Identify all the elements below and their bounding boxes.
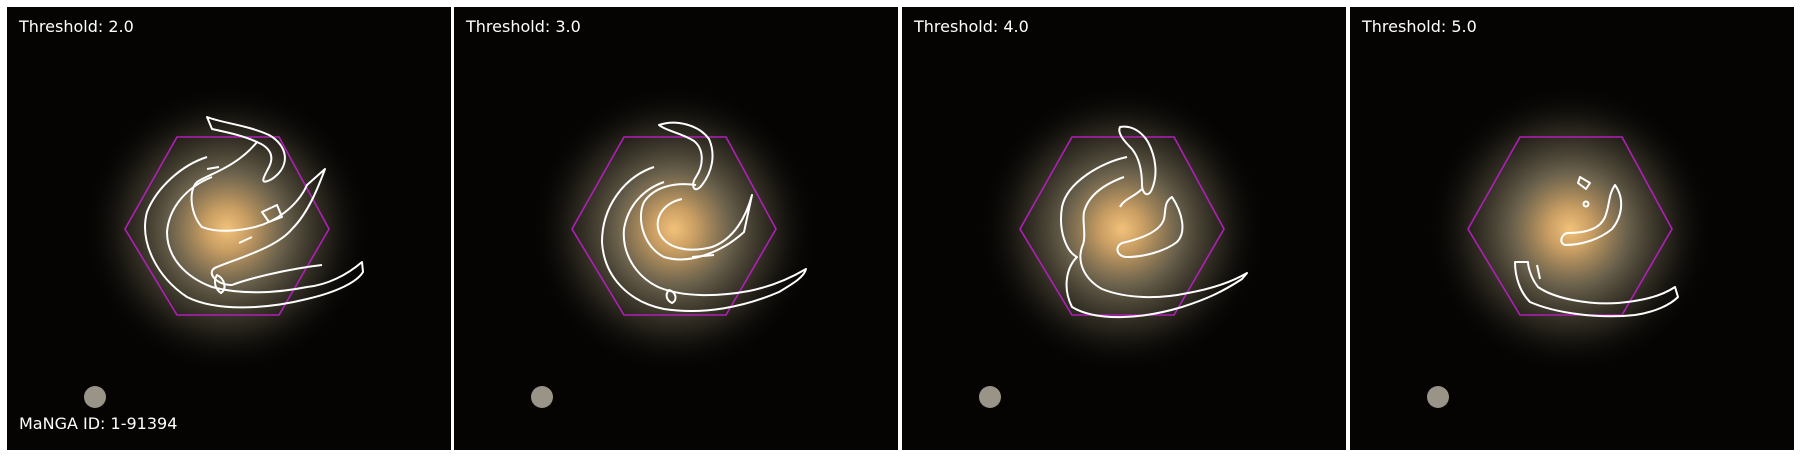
background-star — [1427, 386, 1449, 408]
threshold-panel-2: Threshold: 3.0 — [454, 7, 898, 450]
contour-arm — [190, 141, 326, 286]
contour-fragment — [1536, 264, 1541, 280]
ifu-hexagon — [1467, 136, 1673, 316]
contour-lines — [601, 121, 807, 312]
contour-fragment — [206, 166, 220, 170]
threshold-panel-4: Threshold: 5.0 — [1350, 7, 1794, 450]
contour-arm — [1116, 196, 1184, 258]
galaxy-image-3 — [902, 7, 1346, 450]
threshold-panel-1: Threshold: 2.0 MaNGA ID: 1-91394 — [7, 7, 451, 450]
contour-arm — [1118, 125, 1157, 196]
contour-lines — [1514, 176, 1679, 318]
galaxy-halo — [1425, 84, 1715, 374]
contour-arm — [639, 183, 753, 261]
background-star — [531, 386, 553, 408]
threshold-label-2: Threshold: 3.0 — [466, 17, 581, 36]
threshold-panel-3: Threshold: 4.0 — [902, 7, 1346, 450]
threshold-label-1: Threshold: 2.0 — [19, 17, 134, 36]
contour-arm — [144, 156, 364, 309]
contour-lines — [1060, 125, 1248, 319]
contour-arm — [601, 166, 807, 312]
galaxy-halo — [529, 84, 819, 374]
galaxy-image-1 — [7, 7, 451, 450]
galaxy-id-label: MaNGA ID: 1-91394 — [19, 414, 178, 433]
contour-fragment — [691, 254, 715, 258]
contour-arm — [206, 116, 286, 183]
contour-fragment — [1119, 188, 1143, 208]
contour-arm — [1514, 261, 1679, 318]
contour-island — [1577, 176, 1591, 190]
contour-fragment — [238, 236, 253, 244]
contour-arm — [1060, 156, 1248, 319]
contour-island — [1582, 200, 1590, 208]
contour-lines — [144, 116, 364, 309]
contour-island — [213, 274, 226, 294]
threshold-label-4: Threshold: 5.0 — [1362, 17, 1477, 36]
contour-arm — [1560, 184, 1623, 246]
background-star — [979, 386, 1001, 408]
background-star — [84, 386, 106, 408]
galaxy-image-2 — [454, 7, 898, 450]
contour-island — [261, 204, 283, 223]
contour-island — [665, 289, 677, 304]
ifu-hexagon — [124, 136, 330, 316]
threshold-label-3: Threshold: 4.0 — [914, 17, 1029, 36]
contour-arm — [658, 121, 714, 191]
ifu-hexagon — [1019, 136, 1225, 316]
galaxy-image-4 — [1350, 7, 1794, 450]
galaxy-halo — [977, 84, 1267, 374]
ifu-hexagon — [571, 136, 777, 316]
